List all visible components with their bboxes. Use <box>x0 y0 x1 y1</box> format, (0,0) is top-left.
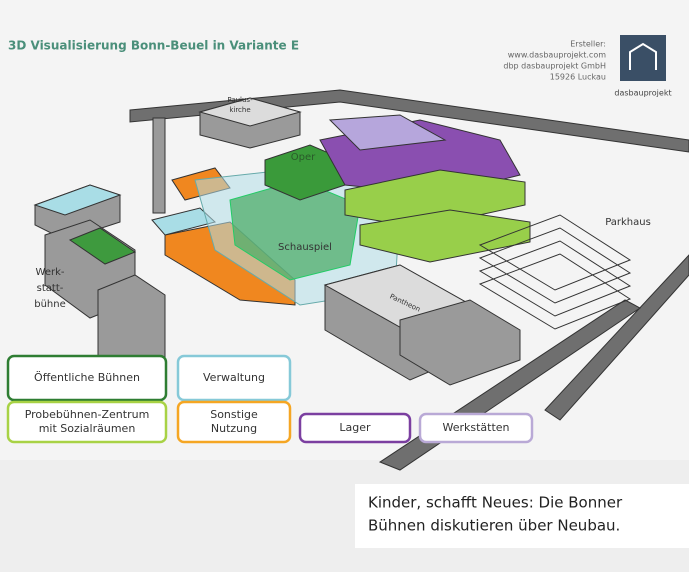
logo: dasbauprojekt <box>614 35 671 98</box>
logo-mark <box>620 35 666 81</box>
label: bühne <box>34 299 66 310</box>
chimney <box>153 118 165 213</box>
label: Parkhaus <box>605 217 651 228</box>
logo-text: dasbauprojekt <box>614 89 671 98</box>
credit: 15926 Luckau <box>550 73 606 82</box>
legend-label: Öffentliche Bühnen <box>34 371 140 384</box>
legend-label: mit Sozialräumen <box>39 422 136 435</box>
legend-label: Verwaltung <box>203 371 265 384</box>
label: kirche <box>229 106 250 114</box>
label: Paulus- <box>227 96 253 104</box>
legend-label: Lager <box>339 421 371 434</box>
legend-label: Probebühnen-Zentrum <box>25 408 150 421</box>
credit: Ersteller: <box>570 40 606 49</box>
caption: Bühnen diskutieren über Neubau. <box>368 517 620 535</box>
legend-label: Werkstätten <box>442 421 509 434</box>
label: Oper <box>291 152 316 163</box>
label: statt- <box>37 283 64 294</box>
legend-label: Nutzung <box>211 422 257 435</box>
legend-label: Sonstige <box>210 408 258 421</box>
label: Werk- <box>36 267 65 278</box>
label: Schauspiel <box>278 242 332 253</box>
caption: Kinder, schafft Neues: Die Bonner <box>368 494 623 512</box>
title: 3D Visualisierung Bonn-Beuel in Variante… <box>8 39 299 53</box>
credit: dbp dasbauprojekt GmbH <box>503 62 606 71</box>
credit: www.dasbauprojekt.com <box>508 51 606 60</box>
screenshot: 3D Visualisierung Bonn-Beuel in Variante… <box>0 0 689 572</box>
